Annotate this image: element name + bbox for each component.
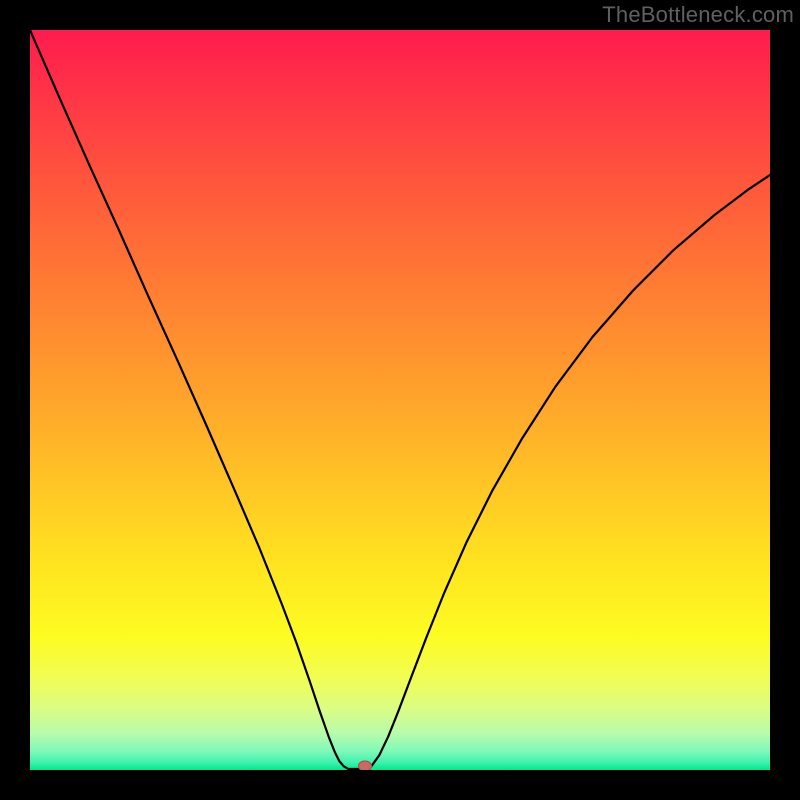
chart-frame: TheBottleneck.com <box>0 0 800 800</box>
attribution-text: TheBottleneck.com <box>602 2 794 28</box>
curve-path <box>30 30 770 769</box>
optimum-marker <box>358 760 372 770</box>
plot-area <box>30 30 770 770</box>
bottleneck-curve <box>30 30 770 770</box>
